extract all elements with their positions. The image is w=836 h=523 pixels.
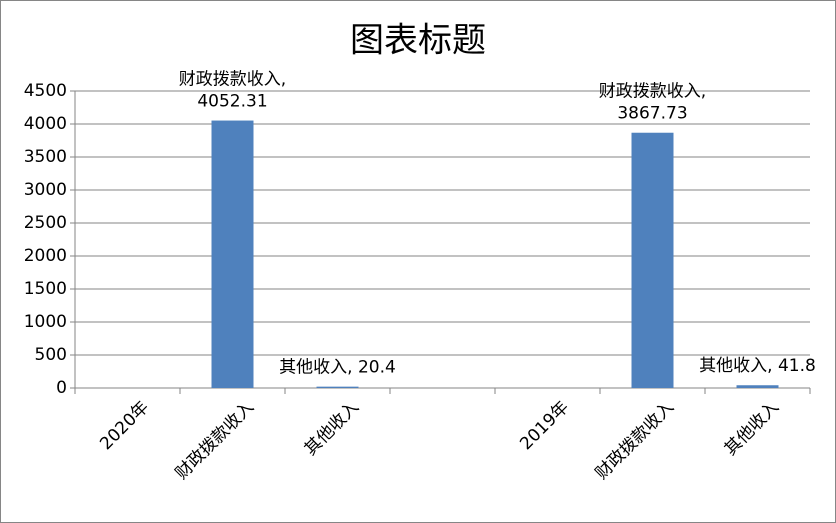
y-tick-label: 3000 xyxy=(24,180,67,200)
data-label: 财政拨款收入, 3867.73 xyxy=(599,82,706,124)
y-tick-label: 1000 xyxy=(24,312,67,332)
y-tick-label: 2000 xyxy=(24,246,67,266)
y-tick-label: 4500 xyxy=(24,81,67,101)
chart-title: 图表标题 xyxy=(350,21,486,61)
y-tick-label: 2500 xyxy=(24,213,67,233)
bar xyxy=(736,385,779,388)
data-label: 其他收入, 41.8 xyxy=(699,356,816,376)
bar xyxy=(631,132,674,388)
y-tick-label: 500 xyxy=(35,345,67,365)
y-tick-label: 4000 xyxy=(24,114,67,134)
y-tick-label: 3500 xyxy=(24,147,67,167)
data-label: 财政拨款收入, 4052.31 xyxy=(179,70,286,112)
data-label: 其他收入, 20.4 xyxy=(279,358,396,378)
bar xyxy=(316,386,359,388)
bar xyxy=(211,120,254,388)
y-tick-label: 1500 xyxy=(24,279,67,299)
y-tick-label: 0 xyxy=(56,378,67,398)
